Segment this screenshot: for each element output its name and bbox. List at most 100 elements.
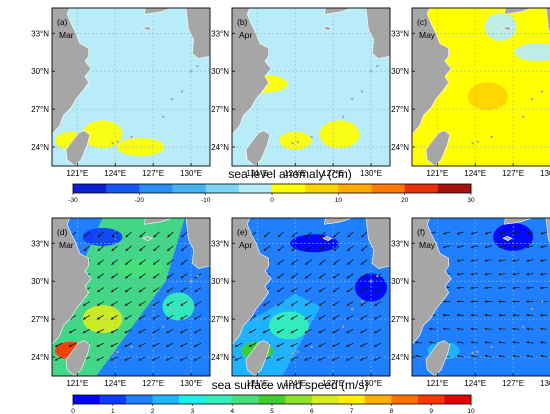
colorbar-swatch (285, 395, 313, 404)
lat-tick-label: 24°N (31, 143, 49, 152)
colorbar-swatch (391, 395, 419, 404)
field-feature (319, 120, 360, 149)
lat-tick-label: 33°N (391, 29, 409, 38)
lon-tick-label: 127°E (322, 169, 344, 178)
colorbar-tick-label: 20 (401, 197, 409, 204)
lat-tick-label: 30°N (211, 67, 229, 76)
lon-tick-label: 130°E (540, 169, 550, 178)
lon-tick-label: 124°E (284, 169, 306, 178)
field-feature (82, 227, 123, 246)
lat-tick-label: 33°N (211, 29, 229, 38)
panel-letter: (b) (237, 17, 248, 27)
colorbar-swatch (404, 184, 439, 193)
colorbar-swatch (139, 184, 173, 193)
wind-colorbar: 0 1 2 3 4 5 6 7 8 9 10 (71, 394, 475, 414)
colorbar-swatch (205, 184, 240, 193)
colorbar-tick-label: 7 (350, 408, 354, 414)
lon-tick-label: 121°E (246, 169, 268, 178)
lon-tick-label: 121°E (246, 379, 268, 388)
month-label: Apr (239, 240, 252, 250)
colorbar-swatch (272, 184, 306, 193)
lat-tick-label: 33°N (391, 239, 409, 248)
panel-a: 33°N 30°N 27°N 24°N 121°E 124°E 127°E 130°E (a)… (31, 7, 211, 178)
lat-tick-label: 24°N (31, 353, 49, 362)
field-feature (493, 222, 534, 251)
lat-tick-label: 27°N (211, 315, 229, 324)
lat-tick-label: 30°N (31, 277, 49, 286)
colorbar-swatch (172, 184, 206, 193)
colorbar-swatch (371, 184, 405, 193)
colorbar-tick-label: 10 (467, 408, 475, 414)
colorbar-tick-label: 1 (111, 408, 115, 414)
colorbar-tick-label: -10 (201, 197, 211, 204)
panel-c: 33°N 30°N 27°N 24°N 121°E 124°E 127°E 130°E (c)… (391, 7, 550, 178)
colorbar-tick-label: 8 (390, 408, 394, 414)
lat-tick-label: 30°N (31, 67, 49, 76)
lon-tick-label: 121°E (66, 379, 88, 388)
colorbar-tick-label: -30 (68, 197, 78, 204)
lon-tick-label: 121°E (426, 379, 448, 388)
lat-tick-label: 27°N (31, 105, 49, 114)
lon-tick-label: 130°E (360, 379, 382, 388)
lon-tick-label: 127°E (142, 379, 164, 388)
panel-letter: (c) (417, 17, 427, 27)
colorbar-swatch (152, 395, 180, 404)
lat-tick-label: 24°N (391, 353, 409, 362)
lat-tick-label: 33°N (31, 29, 49, 38)
colorbar-tick-label: -20 (135, 197, 145, 204)
month-label: Mar (59, 30, 74, 40)
colorbar-tick-label: 30 (467, 197, 475, 204)
colorbar-swatch (73, 395, 100, 404)
lon-tick-label: 124°E (464, 169, 486, 178)
lon-tick-label: 130°E (360, 169, 382, 178)
panel-b: 33°N 30°N 27°N 24°N 121°E 124°E 127°E 130°E (b)… (211, 7, 391, 178)
wind-colorbar-title: sea surface wind speed (m/s) (212, 378, 369, 392)
colorbar-swatch (305, 184, 339, 193)
lat-tick-label: 27°N (391, 105, 409, 114)
panel-e: 33°N 30°N 27°N 24°N 121°E 124°E 127°E 130°E (e)… (211, 217, 391, 388)
panel-letter: (f) (417, 227, 425, 237)
lat-tick-label: 24°N (391, 143, 409, 152)
colorbar-swatch (238, 184, 273, 193)
map-frame (411, 217, 550, 377)
colorbar-tick-label: 3 (191, 408, 195, 414)
colorbar-swatch (99, 395, 127, 404)
colorbar-swatch (73, 184, 107, 193)
field-feature (484, 12, 517, 41)
land-mass (52, 8, 210, 166)
lat-tick-label: 24°N (211, 143, 229, 152)
land-mass (232, 218, 390, 376)
panel-f: 33°N 30°N 27°N 24°N 121°E 124°E 127°E 130°E (f)… (391, 217, 550, 388)
colorbar-tick-label: 5 (270, 408, 274, 414)
field-feature (514, 43, 550, 62)
colorbar-swatch (437, 184, 472, 193)
colorbar-swatch (364, 395, 392, 404)
colorbar-swatch (444, 395, 472, 404)
lat-tick-label: 33°N (31, 239, 49, 248)
lon-tick-label: 124°E (284, 379, 306, 388)
month-label: Mar (59, 240, 74, 250)
colorbar-tick-label: 9 (429, 408, 433, 414)
land-mass (412, 8, 550, 166)
lon-tick-label: 127°E (322, 379, 344, 388)
colorbar-tick-label: 0 (270, 197, 274, 204)
lon-tick-label: 121°E (426, 169, 448, 178)
map-frame (411, 7, 550, 167)
field-feature (82, 120, 123, 149)
colorbar-swatch (258, 395, 286, 404)
lon-tick-label: 127°E (142, 169, 164, 178)
colorbar-tick-label: 2 (151, 408, 155, 414)
month-label: May (419, 30, 436, 40)
field-feature (162, 292, 195, 321)
panel-letter: (d) (57, 227, 68, 237)
field-feature (467, 82, 508, 111)
lat-tick-label: 27°N (31, 315, 49, 324)
lat-tick-label: 24°N (211, 353, 229, 362)
colorbar-swatch (205, 395, 233, 404)
lon-tick-label: 124°E (104, 169, 126, 178)
lon-tick-label: 130°E (540, 379, 550, 388)
map-frame (231, 7, 391, 167)
colorbar-swatch (338, 184, 372, 193)
colorbar-tick-label: 4 (230, 408, 234, 414)
map-frame (51, 7, 211, 167)
